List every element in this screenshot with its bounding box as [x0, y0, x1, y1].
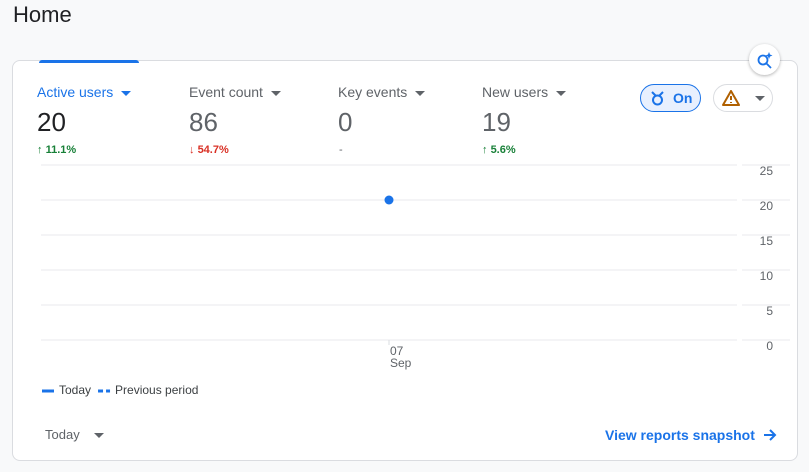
metric-value: 0 — [338, 107, 353, 137]
metric-tab[interactable]: New users — [482, 84, 567, 100]
metric-change: ↓ 54.7% — [189, 144, 229, 156]
metric-value: 19 — [482, 107, 511, 137]
y-tick-label: 10 — [760, 269, 774, 283]
data-point — [384, 195, 394, 205]
metric-value: 86 — [189, 107, 218, 137]
caret — [755, 96, 765, 101]
arrow-up: ↑ — [482, 144, 491, 156]
legend-label: Previous period — [115, 383, 198, 397]
y-tick-label: 20 — [760, 199, 774, 213]
card — [12, 60, 798, 461]
y-tick-label: 0 — [766, 339, 773, 353]
change-text: 5.6% — [490, 144, 516, 156]
metric-change: ↑ 5.6% — [482, 144, 516, 156]
change-text: - — [339, 144, 343, 156]
selected-tab-indicator — [39, 60, 139, 63]
search-icon — [757, 52, 773, 69]
search-insights-button[interactable] — [749, 44, 780, 75]
arrow-up: ↑ — [37, 144, 46, 156]
metric-tab[interactable]: Active users — [37, 84, 132, 100]
x-tick-label: 07 — [390, 344, 404, 358]
metric-label: New users — [482, 84, 549, 100]
x-tick-label: Sep — [390, 356, 412, 370]
date-range-selector[interactable]: Today — [45, 427, 104, 442]
alerts-button[interactable] — [713, 84, 773, 112]
warning-icon — [722, 90, 740, 106]
insights-toggle[interactable]: On — [640, 84, 701, 112]
metric-tab[interactable]: Event count — [189, 84, 281, 100]
metric-change: - — [339, 144, 343, 156]
y-tick-label: 5 — [766, 304, 773, 318]
metric-label: Active users — [37, 84, 114, 100]
arrow-down: ↓ — [189, 144, 198, 156]
metric-value: 20 — [37, 107, 66, 137]
medal-icon — [651, 91, 664, 106]
caret — [121, 90, 132, 96]
view-reports-link[interactable]: View reports snapshot — [605, 427, 777, 443]
page-title: Home — [13, 2, 72, 27]
metric-label: Key events — [338, 84, 408, 100]
metric-change: ↑ 11.1% — [37, 144, 76, 156]
toggle-label: On — [673, 90, 693, 106]
date-range: Today — [45, 427, 80, 442]
caret — [93, 433, 104, 439]
legend-label: Today — [59, 383, 91, 397]
metric-label: Event count — [189, 84, 263, 100]
y-tick-label: 25 — [760, 164, 774, 178]
caret — [556, 90, 567, 96]
arrow-icon — [763, 429, 777, 441]
caret — [415, 90, 426, 96]
link-text: View reports snapshot — [605, 427, 755, 443]
change-text: 11.1% — [45, 144, 77, 156]
y-tick-label: 15 — [760, 234, 774, 248]
change-text: 54.7% — [197, 144, 229, 156]
caret — [270, 90, 281, 96]
metric-tab[interactable]: Key events — [338, 84, 426, 100]
